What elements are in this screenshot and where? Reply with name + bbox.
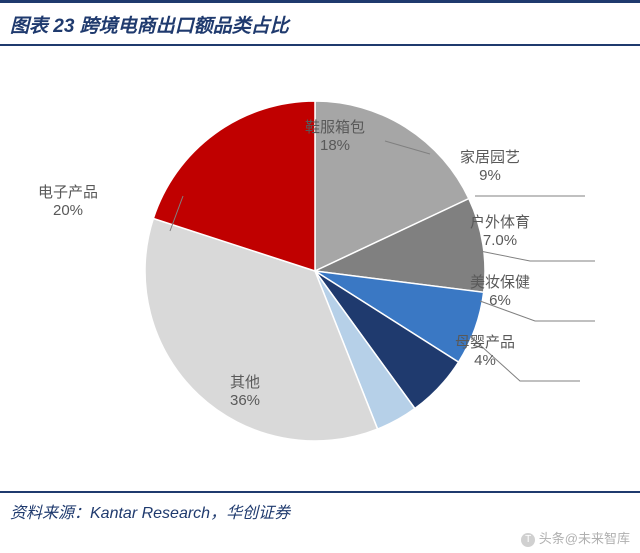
slice-label: 家居园艺9%: [460, 146, 520, 184]
slice-label: 母婴产品4%: [455, 331, 515, 369]
bottom-border: [0, 491, 640, 493]
chart-area: 鞋服箱包18% 家居园艺9% 户外体育7.0% 美妆保健6% 母婴产品4% 其他36% 电子…: [0, 46, 640, 486]
slice-label: 户外体育7.0%: [470, 211, 530, 249]
slice-label: 美妆保健6%: [470, 271, 530, 309]
slice-label: 其他36%: [230, 371, 260, 409]
watermark-text: 头条@未来智库: [539, 531, 630, 546]
slice-label: 鞋服箱包18%: [305, 116, 365, 154]
title-row: 图表 23 跨境电商出口额品类占比: [0, 3, 640, 44]
source-text: 资料来源：Kantar Research，华创证券: [10, 499, 290, 523]
slice-label: 电子产品20%: [38, 181, 98, 219]
watermark-icon: T: [521, 533, 535, 547]
chart-title: 图表 23 跨境电商出口额品类占比: [10, 16, 289, 37]
watermark: T 头条@未来智库: [521, 528, 630, 547]
